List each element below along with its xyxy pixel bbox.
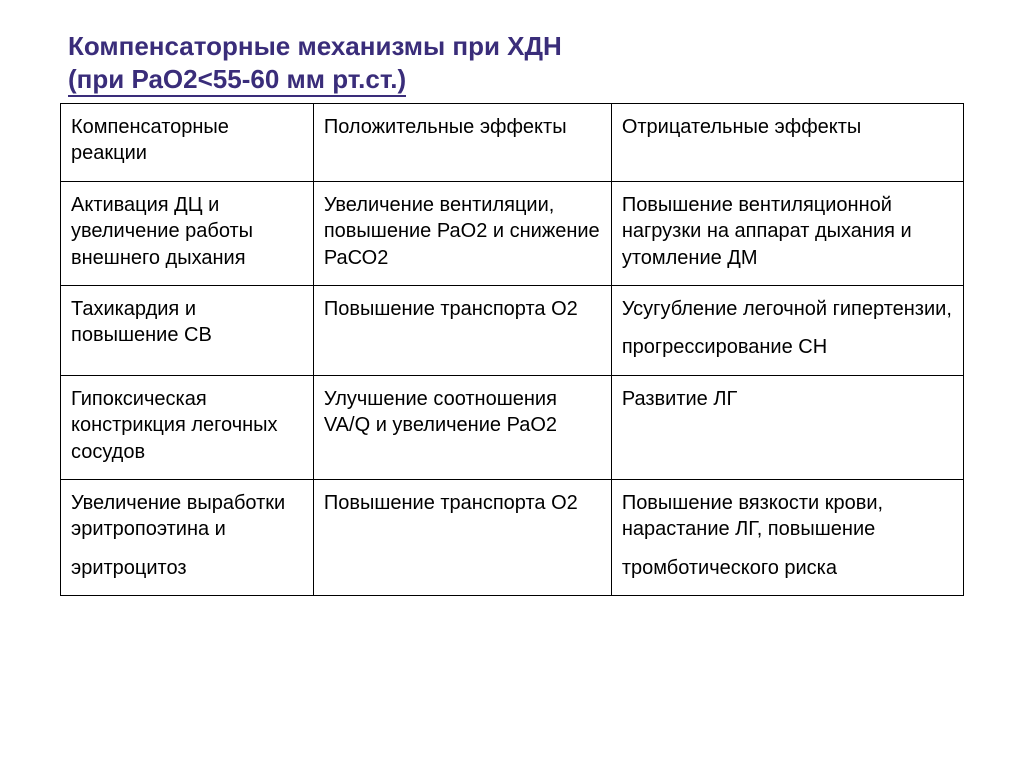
table-row: Тахикардия и повышение СВ Повышение тран… [61,285,964,375]
cell-negative: Повышение вентиляционной нагрузки на апп… [611,181,963,285]
cell-positive: Повышение транспорта О2 [313,479,611,595]
cell-reaction-a: Увеличение выработки эритропоэтина и [71,490,303,543]
cell-positive: Увеличение вентиляции, повышение РаО2 и … [313,181,611,285]
table-header-row: Компенсаторные реакции Положительные эфф… [61,104,964,182]
title-line-1: Компенсаторные механизмы при ХДН [68,31,562,61]
cell-negative-a: Повышение вязкости крови, нарастание ЛГ,… [622,490,953,543]
header-negative: Отрицательные эффекты [611,104,963,182]
cell-negative-a: Усугубление легочной гипертензии, [622,296,953,322]
compensatory-table: Компенсаторные реакции Положительные эфф… [60,103,964,596]
cell-negative-b: прогрессирование СН [622,334,953,360]
slide-title: Компенсаторные механизмы при ХДН (при Ра… [60,30,964,97]
title-line-2: (при РаО2<55-60 мм рт.ст.) [68,63,406,98]
cell-positive: Улучшение соотношения VA/Q и увеличение … [313,375,611,479]
header-positive: Положительные эффекты [313,104,611,182]
header-reaction: Компенсаторные реакции [61,104,314,182]
cell-negative: Развитие ЛГ [611,375,963,479]
cell-negative-b: тромботического риска [622,555,953,581]
table-row: Активация ДЦ и увеличение работы внешнег… [61,181,964,285]
cell-reaction: Активация ДЦ и увеличение работы внешнег… [61,181,314,285]
cell-reaction: Гипоксическая констрикция легочных сосуд… [61,375,314,479]
cell-reaction-b: эритроцитоз [71,555,303,581]
table-row: Гипоксическая констрикция легочных сосуд… [61,375,964,479]
cell-negative: Усугубление легочной гипертензии, прогре… [611,285,963,375]
table-row: Увеличение выработки эритропоэтина и эри… [61,479,964,595]
cell-reaction: Тахикардия и повышение СВ [61,285,314,375]
cell-positive: Повышение транспорта О2 [313,285,611,375]
cell-negative: Повышение вязкости крови, нарастание ЛГ,… [611,479,963,595]
cell-reaction: Увеличение выработки эритропоэтина и эри… [61,479,314,595]
